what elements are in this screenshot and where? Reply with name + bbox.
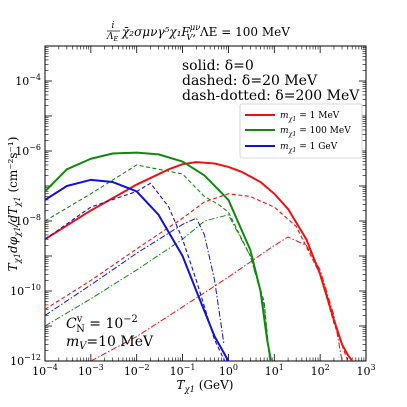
x-axis-label: Tχ1 (GeV) <box>177 378 234 394</box>
legend-box <box>239 103 363 159</box>
series-layer <box>45 151 354 361</box>
series-line-dashdot <box>45 217 225 345</box>
linestyle-note-solid: solid: δ=0 <box>182 58 254 74</box>
series-line-dashdot <box>45 214 271 361</box>
x-tick-label: 10−4 <box>32 363 58 378</box>
y-axis-label: Tχ1dφχ1/dTχ1 (cm⁻²s⁻¹) <box>6 137 22 272</box>
series-line-solid <box>45 178 232 361</box>
linestyle-note-dashdot: dash-dotted: δ=200 MeV <box>182 88 360 104</box>
x-tick-label: 10−1 <box>170 363 196 378</box>
legend-entry-1gev: mχ1 = 1 GeV <box>245 142 338 154</box>
y-tick-label: 10−8 <box>15 213 41 228</box>
annotation-coupling: Cv N = 10−2 <box>66 314 138 335</box>
x-tick-label: 103 <box>356 363 375 378</box>
title-coef-denominator: ΛE <box>106 32 119 43</box>
linestyle-note-dashed: dashed: δ=20 MeV <box>182 73 318 89</box>
legend-label-1mev: mχ1 = 1 MeV <box>280 111 340 123</box>
y-tick-label: 10−6 <box>15 143 41 158</box>
x-tick-label: 101 <box>265 363 284 378</box>
annotation-mediator: mV=10 MeV <box>66 334 154 352</box>
legend-label-1gev: mχ1 = 1 GeV <box>280 142 338 154</box>
x-tick-label: 10−2 <box>124 363 150 378</box>
y-tick-label: 10−4 <box>15 73 41 88</box>
legend-entry-100mev: mχ1 = 100 MeV <box>245 126 351 138</box>
series-line-dashed <box>45 164 271 361</box>
x-tick-label: 100 <box>219 363 238 378</box>
series-line-dashed <box>45 182 226 361</box>
legend-entry-1mev: mχ1 = 1 MeV <box>245 111 340 123</box>
chart-title: i ΛE χ̄₂σμνγ⁵χ₁Fμν V, ΛE = 100 MeV <box>106 21 290 43</box>
x-tick-label: 102 <box>311 363 330 378</box>
legend-label-100mev: mχ1 = 100 MeV <box>280 126 351 138</box>
title-coef-numerator: i <box>112 21 115 31</box>
y-tick-label: 10−10 <box>10 283 41 298</box>
axis-tick-labels: 10−4 10−3 10−2 10−1 100 101 102 103 10−12 10−10 10… <box>10 73 375 378</box>
y-tick-label: 10−12 <box>10 353 41 368</box>
title-operator: χ̄₂σμνγ⁵χ₁Fμν V, ΛE = 100 MeV <box>121 22 290 42</box>
plot-frame <box>44 45 367 362</box>
legend: mχ1 = 1 MeV mχ1 = 100 MeV mχ1 = 1 GeV <box>239 103 363 159</box>
x-tick-label: 10−3 <box>78 363 104 378</box>
series-line-dashed <box>45 193 349 361</box>
